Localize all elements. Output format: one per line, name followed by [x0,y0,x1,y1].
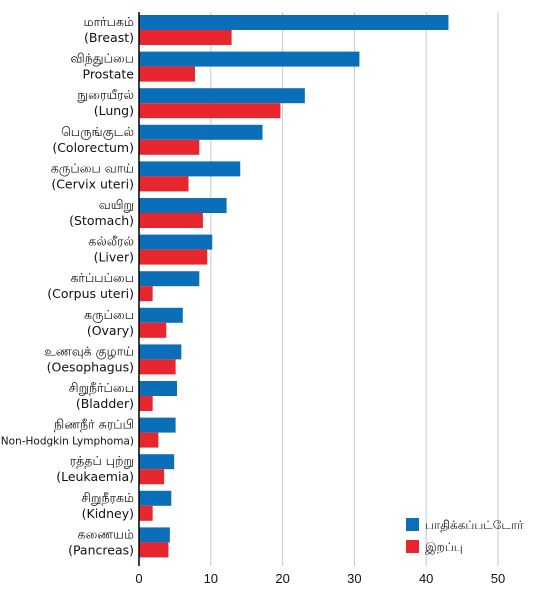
category-label-english: (Colorectum) [52,140,134,155]
category-label-english: (Liver) [94,250,134,265]
bar-mortality [139,505,153,521]
bar-mortality [139,139,200,155]
bar-incidence [139,161,241,177]
legend-swatch-incidence [406,518,419,531]
legend-label-mortality: இறப்பு [425,540,463,555]
legend-label-incidence: பாதிக்கப்பட்டோர் [425,518,524,532]
bar-incidence [139,454,175,470]
category-label-english: (Oesophagus) [47,359,134,374]
category-label-english: (Bladder) [76,396,134,411]
x-tick-label: 30 [347,571,361,586]
bar-mortality [139,469,165,485]
category-label-tamil: கணையம் [77,526,134,541]
category-label-english: (Kidney) [82,506,134,521]
category-label-english: (Pancreas) [68,542,134,557]
bar-mortality [139,213,203,228]
bar-mortality [139,359,176,375]
x-tick-label: 40 [419,571,433,586]
bar-incidence [139,51,360,67]
bar-mortality [139,249,208,265]
category-label-tamil: சிறுநீரகம் [81,490,134,506]
bar-incidence [139,15,449,30]
category-label-english: (Stomach) [69,213,134,228]
category-label-tamil: நிணநீர் சுரப்பி [54,417,134,432]
bar-mortality [139,103,281,119]
category-label-english: (Ovary) [87,323,134,338]
bar-incidence [139,381,178,396]
bar-mortality [139,66,196,82]
x-tick-label: 0 [135,571,142,586]
category-label-tamil: கல்லீரல் [88,234,134,249]
category-label-tamil: கர்ப்பப்பை [70,270,134,285]
bar-mortality [139,542,169,558]
bar-incidence [139,527,170,543]
bar-mortality [139,322,167,338]
bar-incidence [139,124,263,140]
bar-incidence [139,234,213,250]
x-tick-label: 20 [275,571,289,586]
category-label-tamil: மார்பகம் [84,14,134,29]
bar-incidence [139,417,176,433]
bar-mortality [139,432,159,448]
category-label-tamil: சிறுநீர்ப்பை [69,380,134,396]
category-label-tamil: நுரையீரல் [77,87,134,103]
category-label-english: Prostate [83,67,135,82]
category-label-tamil: கருப்பை வாய் [51,160,134,176]
bar-incidence [139,88,305,104]
bar-incidence [139,344,182,360]
category-label-tamil: உணவுக் குழாய் [44,343,134,359]
category-label-english: (Lung) [94,103,134,118]
category-label-tamil: பெருங்குடல் [61,124,135,140]
bar-mortality [139,396,153,411]
category-label-tamil: ரத்தப் புற்று [70,453,134,469]
category-label-tamil: வயிறு [99,197,134,213]
bar-incidence [139,198,227,213]
category-label-english: (Leukaemia) [56,469,134,484]
x-tick-label: 50 [491,571,505,586]
category-label-english: (Non-Hodgkin Lymphoma) [0,436,134,448]
bar-incidence [139,271,200,287]
bar-mortality [139,286,153,302]
x-tick-label: 10 [204,571,218,586]
legend-swatch-mortality [406,540,419,553]
bar-mortality [139,30,232,45]
category-label-english: (Breast) [84,30,134,45]
category-label-tamil: கருப்பை [84,307,134,323]
category-label-tamil: விந்துப்பை [70,51,134,67]
bar-incidence [139,490,172,506]
bar-incidence [139,307,183,323]
category-label-english: (Cervix uteri) [51,176,134,191]
bar-mortality [139,176,189,192]
category-label-english: (Corpus uteri) [47,286,134,301]
